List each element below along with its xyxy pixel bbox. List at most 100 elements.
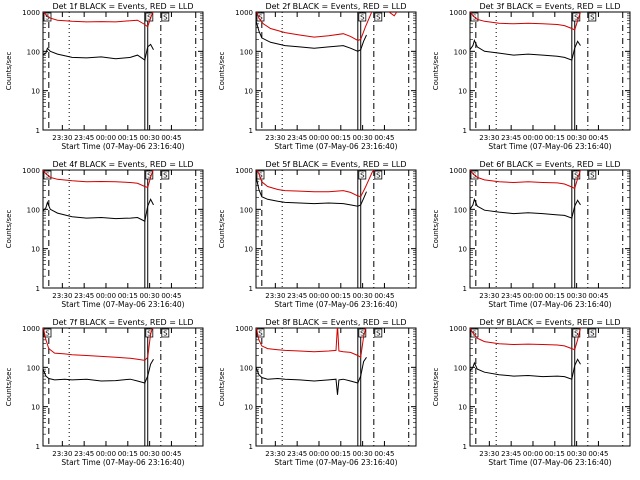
x-tick-label: 23:45 <box>501 292 521 300</box>
flag-marker-box <box>374 12 383 22</box>
flag-marker-label: S <box>163 14 168 22</box>
y-axis-label: Counts/sec <box>218 52 226 91</box>
y-tick-label: 1000 <box>22 167 40 175</box>
y-tick-label: 1 <box>463 443 467 451</box>
x-tick-label: 00:30 <box>567 134 587 142</box>
x-axis-label: Start Time (07-May-06 23:16:40) <box>274 142 397 151</box>
panel-title: Det 1f BLACK = Events, RED = LLD <box>52 2 193 11</box>
flag-marker-box <box>145 328 154 338</box>
flag-marker-box <box>588 328 597 338</box>
y-tick-label: 1 <box>463 285 467 293</box>
flag-marker-label: S <box>574 330 579 338</box>
y-axis-label: Counts/sec <box>432 368 440 407</box>
x-tick-label: 23:30 <box>52 450 72 458</box>
panel-title: Det 5f BLACK = Events, RED = LLD <box>265 160 406 169</box>
flag-marker-box <box>358 328 367 338</box>
x-tick-label: 00:00 <box>523 450 543 458</box>
x-tick-label: 00:15 <box>545 134 565 142</box>
flag-marker-box <box>572 12 581 22</box>
y-tick-label: 100 <box>27 48 40 56</box>
x-tick-label: 23:45 <box>501 450 521 458</box>
x-tick-label: 23:45 <box>287 450 307 458</box>
detector-panel-5: Det 5f BLACK = Events, RED = LLD 1 10 100 10… <box>218 160 417 309</box>
y-tick-label: 1 <box>249 443 253 451</box>
detector-panel-8: Det 8f BLACK = Events, RED = LLD 1 10 100 10… <box>218 318 417 467</box>
y-tick-label: 100 <box>454 206 467 214</box>
x-tick-label: 00:30 <box>353 450 373 458</box>
y-tick-label: 1000 <box>235 167 253 175</box>
flag-marker-box <box>358 170 367 180</box>
flag-marker-label: S <box>360 14 365 22</box>
x-tick-label: 00:30 <box>567 450 587 458</box>
flag-marker-box <box>374 170 383 180</box>
flag-marker-box <box>145 170 154 180</box>
x-tick-label: 00:15 <box>545 450 565 458</box>
x-tick-label: 23:45 <box>74 292 94 300</box>
x-tick-label: 00:45 <box>161 292 181 300</box>
flag-marker-label: S <box>590 14 595 22</box>
y-tick-label: 100 <box>240 364 253 372</box>
x-tick-label: 00:15 <box>118 450 138 458</box>
x-axis-label: Start Time (07-May-06 23:16:40) <box>274 458 397 467</box>
events-series-line <box>256 175 367 207</box>
y-tick-label: 1 <box>249 285 253 293</box>
panel-title: Det 3f BLACK = Events, RED = LLD <box>479 2 620 11</box>
flag-marker-label: S <box>258 14 263 22</box>
flag-marker-box <box>161 328 170 338</box>
detector-panel-4: Det 4f BLACK = Events, RED = LLD 1 10 100 10… <box>5 160 204 309</box>
flag-marker-label: S <box>360 330 365 338</box>
x-tick-label: 00:00 <box>96 134 116 142</box>
x-axis-label: Start Time (07-May-06 23:16:40) <box>274 300 397 309</box>
y-tick-label: 10 <box>31 404 40 412</box>
lld-series-line <box>256 12 398 41</box>
y-tick-label: 1000 <box>235 325 253 333</box>
panel-title: Det 6f BLACK = Events, RED = LLD <box>479 160 620 169</box>
x-tick-label: 23:45 <box>287 292 307 300</box>
y-tick-label: 1000 <box>235 9 253 17</box>
y-axis-label: Counts/sec <box>218 210 226 249</box>
x-tick-label: 00:00 <box>523 292 543 300</box>
panel-frame <box>255 169 417 289</box>
y-tick-label: 10 <box>458 404 467 412</box>
y-axis-label: Counts/sec <box>5 210 13 249</box>
flag-marker-label: S <box>472 330 477 338</box>
x-tick-label: 00:45 <box>161 134 181 142</box>
y-tick-label: 100 <box>27 364 40 372</box>
x-tick-label: 23:30 <box>265 134 285 142</box>
y-tick-label: 1 <box>36 127 40 135</box>
x-axis-label: Start Time (07-May-06 23:16:40) <box>488 142 611 151</box>
y-tick-label: 100 <box>240 206 253 214</box>
panel-title: Det 9f BLACK = Events, RED = LLD <box>479 318 620 327</box>
detector-panel-1: Det 1f BLACK = Events, RED = LLD 1 10 100 10… <box>5 2 204 151</box>
x-tick-label: 00:00 <box>309 450 329 458</box>
y-tick-label: 1000 <box>449 9 467 17</box>
flag-marker-label: S <box>258 330 263 338</box>
y-tick-label: 100 <box>240 48 253 56</box>
flag-marker-label: S <box>590 330 595 338</box>
lld-series-line <box>256 328 367 359</box>
x-axis-label: Start Time (07-May-06 23:16:40) <box>61 300 184 309</box>
x-tick-label: 00:00 <box>96 292 116 300</box>
y-tick-label: 10 <box>244 246 253 254</box>
flag-marker-box <box>588 170 597 180</box>
x-tick-label: 23:30 <box>265 450 285 458</box>
panel-frame <box>469 169 631 289</box>
flag-marker-label: S <box>360 172 365 180</box>
x-tick-label: 00:30 <box>140 134 160 142</box>
y-tick-label: 10 <box>31 246 40 254</box>
panel-title: Det 7f BLACK = Events, RED = LLD <box>52 318 193 327</box>
flag-marker-box <box>588 12 597 22</box>
x-tick-label: 23:30 <box>479 292 499 300</box>
panel-frame <box>255 11 417 131</box>
flag-marker-box <box>161 12 170 22</box>
x-tick-label: 00:45 <box>588 134 608 142</box>
y-tick-label: 1000 <box>22 9 40 17</box>
lld-series-line <box>256 170 376 198</box>
flag-marker-label: S <box>376 330 381 338</box>
x-tick-label: 00:45 <box>374 292 394 300</box>
panel-frame <box>42 327 204 447</box>
y-tick-label: 1 <box>463 127 467 135</box>
x-tick-label: 00:30 <box>140 292 160 300</box>
y-tick-label: 1 <box>36 443 40 451</box>
flag-marker-label: S <box>574 172 579 180</box>
